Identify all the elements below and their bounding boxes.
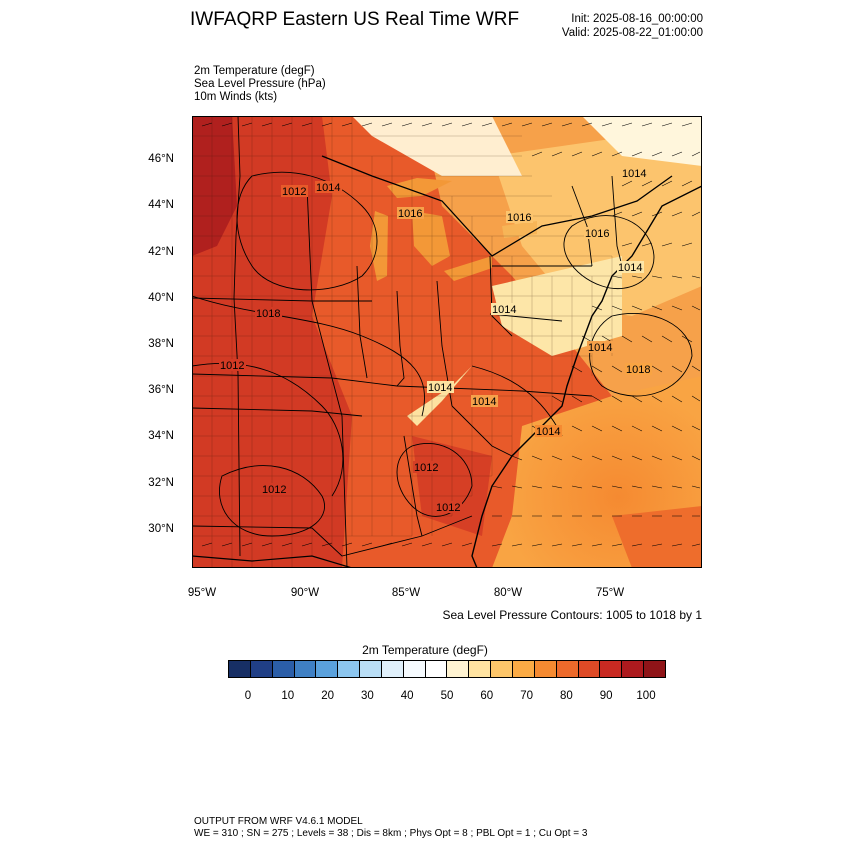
pressure-label: 1016 (507, 212, 531, 224)
colorbar-tick-label: 90 (599, 690, 613, 702)
pressure-label-layer: 1012 1014 1016 1016 1014 (219, 167, 652, 514)
pressure-label: 1014 (316, 182, 340, 194)
us-canada-border (321, 155, 673, 257)
colorbar-tick-label: 10 (281, 690, 295, 702)
cool-zone-quebec (582, 116, 702, 166)
footer-model-line: OUTPUT FROM WRF V4.6.1 MODEL (194, 816, 363, 827)
cool-zone-north (352, 116, 522, 176)
pressure-label: 1014 (492, 304, 516, 316)
colorbar-swatch (316, 661, 339, 677)
field-winds-label: 10m Winds (kts) (194, 91, 278, 103)
pressure-label: 1014 (428, 382, 452, 394)
pressure-label: 1012 (414, 462, 438, 474)
colorbar-swatch (512, 661, 535, 677)
field-temperature-label: 2m Temperature (degF) (194, 65, 315, 77)
colorbar-tick-label: 100 (636, 690, 656, 702)
lon-label-90w: 90°W (290, 587, 320, 599)
cool-zone-northeast (492, 126, 702, 316)
init-time: Init: 2025-08-16_00:00:00 (571, 13, 703, 25)
colorbar-swatch (338, 661, 361, 677)
colorbar-title: 2m Temperature (degF) (362, 643, 488, 657)
field-pressure-label: Sea Level Pressure (hPa) (194, 78, 326, 90)
colorbar-swatch (469, 661, 492, 677)
pressure-label: 1014 (588, 342, 612, 354)
lat-label-46n: 46°N (148, 153, 174, 165)
lat-label-42n: 42°N (148, 246, 174, 258)
weather-map: 1012 1014 1016 1016 1014 (187, 116, 702, 573)
colorbar-swatch (403, 661, 426, 677)
lat-label-34n: 34°N (148, 430, 174, 442)
lat-label-30n: 30°N (148, 523, 174, 535)
colorbar-swatch (425, 661, 448, 677)
pressure-label: 1018 (256, 308, 280, 320)
colorbar-tick-label: 70 (520, 690, 533, 702)
colorbar-swatch (622, 661, 645, 677)
colorbar-swatch (381, 661, 404, 677)
colorbar-tick-label: 30 (360, 690, 374, 702)
lon-label-75w: 75°W (595, 587, 625, 599)
colorbar-swatch (644, 661, 665, 677)
lake-michigan (370, 211, 388, 281)
colorbar-tick-label: 40 (400, 690, 414, 702)
pressure-label: 1012 (436, 502, 460, 514)
lake-huron (412, 211, 450, 266)
colorbar-tick-label: 20 (321, 690, 334, 702)
contour-note: Sea Level Pressure Contours: 1005 to 101… (442, 608, 703, 622)
warm-ocean-southeast (612, 506, 702, 568)
colorbar-swatch (534, 661, 557, 677)
footer-config-line: WE = 310 ; SN = 275 ; Levels = 38 ; Dis … (194, 828, 588, 839)
pressure-label: 1014 (618, 262, 642, 274)
colorbar-tick-label: 60 (480, 690, 494, 702)
pressure-label: 1012 (220, 360, 244, 372)
colorbar-swatch (229, 661, 251, 677)
pressure-label: 1014 (622, 168, 646, 180)
pressure-label: 1012 (262, 484, 286, 496)
pressure-label: 1016 (585, 228, 609, 240)
lon-label-95w: 95°W (187, 587, 217, 599)
colorbar-tick-label: 80 (559, 690, 573, 702)
map-title: IWFAQRP Eastern US Real Time WRF (190, 9, 520, 30)
pressure-label: 1016 (398, 208, 422, 220)
lat-label-44n: 44°N (148, 199, 174, 211)
colorbar-tick-label: 50 (440, 690, 454, 702)
colorbar-swatch (447, 661, 470, 677)
pressure-contours (192, 171, 693, 537)
hottest-zone-northwest (192, 116, 237, 256)
colorbar-swatch (294, 661, 317, 677)
colorbar-swatch (360, 661, 382, 677)
pressure-label: 1018 (626, 364, 650, 376)
lat-label-38n: 38°N (148, 338, 174, 350)
temperature-colorbar (228, 660, 666, 678)
lake-superior (387, 178, 452, 198)
lake-erie (444, 256, 492, 281)
lat-label-32n: 32°N (148, 477, 174, 489)
colorbar-swatch (556, 661, 579, 677)
pressure-label: 1012 (282, 186, 306, 198)
lon-label-85w: 85°W (391, 587, 421, 599)
pressure-label: 1014 (536, 426, 560, 438)
state-borders (192, 116, 623, 568)
colorbar-tick-label: 0 (244, 690, 252, 702)
coolest-zone-appalachians (492, 256, 622, 356)
colorbar-swatch (600, 661, 623, 677)
colorbar-swatch (491, 661, 513, 677)
pressure-label: 1014 (472, 396, 496, 408)
lon-label-80w: 80°W (493, 587, 523, 599)
lat-label-36n: 36°N (148, 384, 174, 396)
valid-time: Valid: 2025-08-22_01:00:00 (561, 27, 703, 39)
lat-label-40n: 40°N (148, 292, 174, 304)
colorbar-swatch (272, 661, 295, 677)
map-frame (192, 116, 702, 568)
colorbar-swatch (250, 661, 273, 677)
colorbar-swatch (578, 661, 601, 677)
gulf-coastline (192, 555, 353, 568)
